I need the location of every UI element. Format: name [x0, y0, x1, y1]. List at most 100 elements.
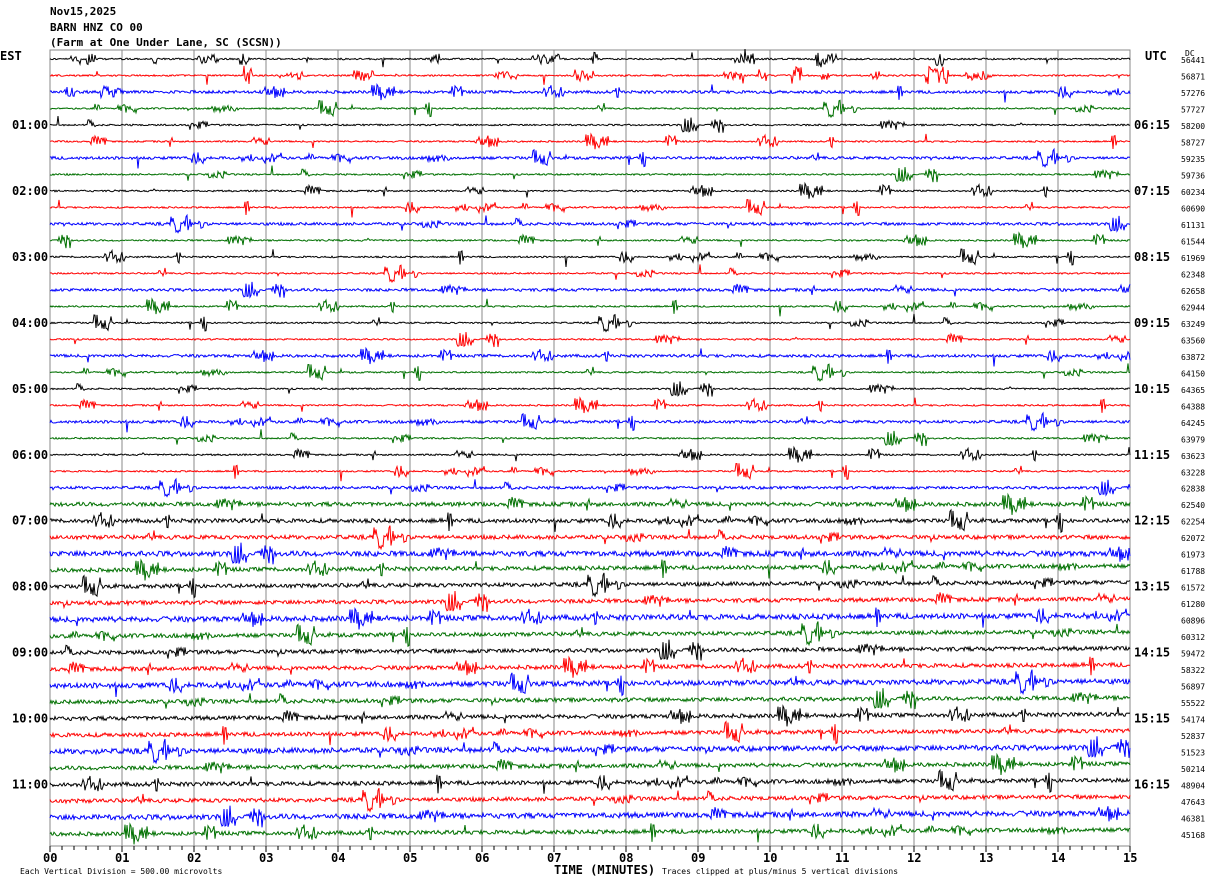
dc-value: 61131: [1181, 221, 1205, 230]
left-time-label: 02:00: [12, 184, 48, 198]
dc-value: 63979: [1181, 435, 1205, 444]
dc-value: 47643: [1181, 798, 1205, 807]
dc-value: 63228: [1181, 468, 1205, 477]
trace-row-47: [49, 822, 1131, 845]
dc-value: 64150: [1181, 369, 1205, 378]
dc-value: 62658: [1181, 287, 1205, 296]
trace-row-35: [49, 621, 1131, 648]
x-tick-label: 13: [979, 851, 993, 865]
trace-row-38: [49, 669, 1131, 698]
trace-row-6: [49, 147, 1131, 169]
dc-value: 62348: [1181, 270, 1205, 279]
dc-value: 46381: [1181, 815, 1205, 824]
trace-row-14: [49, 281, 1131, 299]
trace-row-37: [50, 655, 1131, 678]
dc-value: 62944: [1181, 303, 1205, 312]
dc-value: 61973: [1181, 551, 1205, 560]
trace-row-39: [49, 688, 1131, 710]
trace-row-15: [49, 297, 1131, 317]
x-tick-label: 05: [403, 851, 417, 865]
trace-row-27: [49, 492, 1131, 515]
trace-row-8: [49, 181, 1131, 199]
dc-value: 45168: [1181, 831, 1205, 840]
station-title: BARN HNZ CO 00: [50, 21, 143, 34]
left-time-label: 10:00: [12, 712, 48, 726]
left-timezone: EST: [0, 49, 22, 63]
dc-value: 59235: [1181, 155, 1205, 164]
x-tick-label: 11: [835, 851, 849, 865]
trace-row-34: [49, 606, 1131, 630]
trace-row-4: [49, 115, 1131, 133]
left-time-label: 01:00: [12, 118, 48, 132]
dc-value: 55522: [1181, 699, 1205, 708]
trace-row-10: [49, 213, 1131, 234]
trace-row-33: [49, 590, 1131, 612]
dc-value: 58727: [1181, 138, 1205, 147]
dc-value: 63623: [1181, 452, 1205, 461]
trace-row-20: [49, 381, 1131, 397]
right-time-label: 10:15: [1134, 382, 1170, 396]
x-tick-label: 12: [907, 851, 921, 865]
dc-value: 62540: [1181, 501, 1205, 510]
left-time-label: 09:00: [12, 646, 48, 660]
trace-row-11: [50, 231, 1130, 249]
trace-row-26: [49, 477, 1131, 498]
x-tick-label: 06: [475, 851, 489, 865]
dc-value: 64388: [1181, 402, 1205, 411]
left-time-label: 07:00: [12, 514, 48, 528]
right-time-label: 11:15: [1134, 448, 1170, 462]
right-time-label: 08:15: [1134, 250, 1170, 264]
trace-row-28: [49, 508, 1131, 534]
dc-value: 62072: [1181, 534, 1205, 543]
trace-row-45: [49, 787, 1131, 813]
x-tick-label: 09: [691, 851, 705, 865]
trace-row-7: [49, 165, 1131, 183]
trace-row-17: [49, 331, 1131, 348]
trace-row-31: [49, 558, 1131, 581]
x-axis-label: TIME (MINUTES): [554, 863, 655, 877]
dc-value: 61788: [1181, 567, 1205, 576]
trace-row-2: [49, 83, 1131, 103]
x-tick-label: 00: [43, 851, 57, 865]
trace-row-1: [49, 65, 1131, 85]
right-time-label: 12:15: [1134, 514, 1170, 528]
left-time-label: 08:00: [12, 580, 48, 594]
dc-value: 59736: [1181, 171, 1205, 180]
left-time-label: 11:00: [12, 778, 48, 792]
trace-row-5: [49, 132, 1130, 150]
right-time-label: 07:15: [1134, 184, 1170, 198]
dc-value: 61544: [1181, 237, 1205, 246]
right-timezone: UTC: [1145, 49, 1167, 63]
location-title: (Farm at One Under Lane, SC (SCSN)): [50, 36, 282, 49]
trace-row-0: [49, 49, 1131, 68]
trace-row-19: [49, 363, 1131, 382]
dc-value: 60234: [1181, 188, 1205, 197]
right-time-label: 16:15: [1134, 778, 1170, 792]
dc-value: 59472: [1181, 650, 1205, 659]
trace-row-32: [49, 572, 1131, 599]
right-time-label: 09:15: [1134, 316, 1170, 330]
trace-row-24: [49, 445, 1131, 463]
left-time-label: 06:00: [12, 448, 48, 462]
trace-row-43: [49, 752, 1131, 776]
left-time-label: 03:00: [12, 250, 48, 264]
clip-note: Traces clipped at plus/minus 5 vertical …: [662, 867, 898, 876]
dc-value: 51523: [1181, 749, 1205, 758]
trace-row-22: [49, 411, 1130, 433]
right-time-label: 15:15: [1134, 712, 1170, 726]
trace-row-29: [49, 525, 1131, 551]
x-tick-label: 02: [187, 851, 201, 865]
trace-row-41: [49, 720, 1131, 746]
left-time-label: 05:00: [12, 382, 48, 396]
trace-row-23: [49, 429, 1131, 447]
dc-value: 61969: [1181, 254, 1205, 263]
dc-value: 56441: [1181, 56, 1205, 65]
scale-note: Each Vertical Division = 500.00 microvol…: [20, 867, 222, 876]
x-tick-label: 08: [619, 851, 633, 865]
dc-value: 56897: [1181, 683, 1205, 692]
right-time-label: 06:15: [1134, 118, 1170, 132]
dc-value: 61572: [1181, 584, 1205, 593]
trace-row-42: [49, 736, 1131, 765]
dc-value: 52837: [1181, 732, 1205, 741]
x-tick-label: 10: [763, 851, 777, 865]
